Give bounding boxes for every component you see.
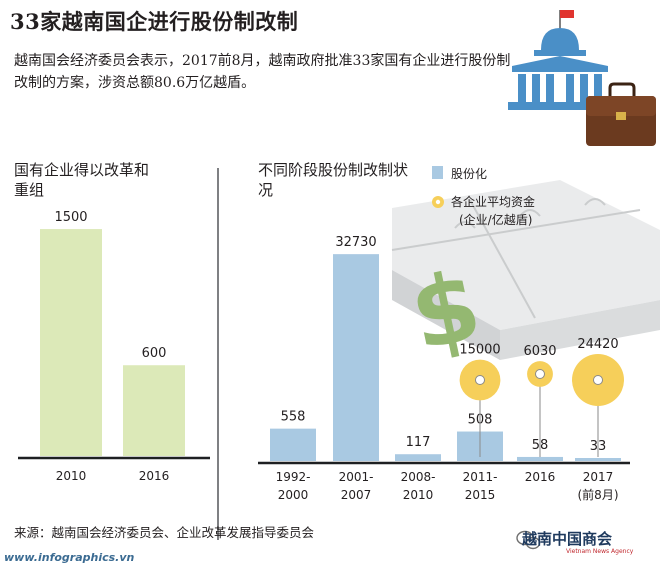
tick-label-right-5-0: 2017 (583, 470, 614, 484)
watermark-subtext: Vietnam News Agency (566, 548, 634, 555)
bar-right-1 (333, 254, 379, 461)
watermark-text: 越南中国商会 (522, 530, 613, 548)
tick-label-right-1-1: 2007 (341, 488, 372, 502)
legend-swatch-bar (432, 166, 443, 179)
wechat-icon (516, 530, 541, 550)
website-credit: www.infographics.vn (4, 551, 135, 564)
tick-label-right-5-1: (前8月) (578, 487, 619, 502)
tick-label-right-3-1: 2015 (465, 488, 496, 502)
tick-label-right-2-0: 2008- (401, 470, 436, 484)
bar-right-5 (575, 458, 621, 461)
tick-label-right-1-0: 2001- (339, 470, 374, 484)
data-label-right-0: 558 (281, 410, 306, 425)
data-label-left-2010: 1500 (54, 210, 87, 225)
tick-label-right-0-0: 1992- (276, 470, 311, 484)
right-chart-title: 不同阶段股份制改制状况 (258, 161, 409, 199)
bubble-dot-3 (475, 375, 485, 385)
page-title: 33家越南国企进行股份制改制 (10, 9, 299, 34)
bar-left-2016 (123, 365, 185, 456)
legend-swatch-bubble-dot (435, 199, 441, 205)
bubble-label-3: 15000 (459, 343, 500, 358)
data-label-right-1: 32730 (335, 235, 376, 250)
panel-divider (217, 168, 219, 540)
data-label-left-2016: 600 (142, 346, 167, 361)
bar-right-0 (270, 428, 316, 461)
bubble-label-5: 24420 (577, 337, 618, 352)
bar-left-2010 (40, 229, 102, 456)
source-note: 来源：越南国会经济委员会、企业改革发展指导委员会 (14, 525, 315, 540)
intro-text: 越南国会经济委员会表示，2017前8月，越南政府批准33家国有企业进行股份制改制… (14, 53, 511, 91)
tick-label-right-4-0: 2016 (525, 470, 556, 484)
data-label-right-2: 117 (406, 435, 431, 450)
briefcase-icon (586, 82, 656, 146)
tick-label-right-2-1: 2010 (403, 488, 434, 502)
legend-label-bubble-unit: (企业/亿越盾) (459, 212, 532, 227)
tick-label-left-2010: 2010 (56, 469, 87, 483)
bar-right-2 (395, 454, 441, 461)
left-chart-title: 国有企业得以改革和重组 (14, 161, 150, 199)
tick-label-right-0-1: 2000 (278, 488, 309, 502)
legend-label-bar: 股份化 (451, 167, 487, 181)
bubble-label-4: 6030 (523, 344, 556, 359)
bubble-dot-4 (535, 369, 545, 379)
tick-label-left-2016: 2016 (139, 469, 170, 483)
tick-label-right-3-0: 2011- (463, 470, 498, 484)
puzzle-dollar-illustration: $ (391, 180, 660, 373)
legend-label-bubble: 各企业平均资金 (451, 194, 535, 209)
government-building-icon (508, 10, 612, 110)
bubble-dot-5 (593, 375, 603, 385)
bar-right-4 (517, 456, 563, 461)
